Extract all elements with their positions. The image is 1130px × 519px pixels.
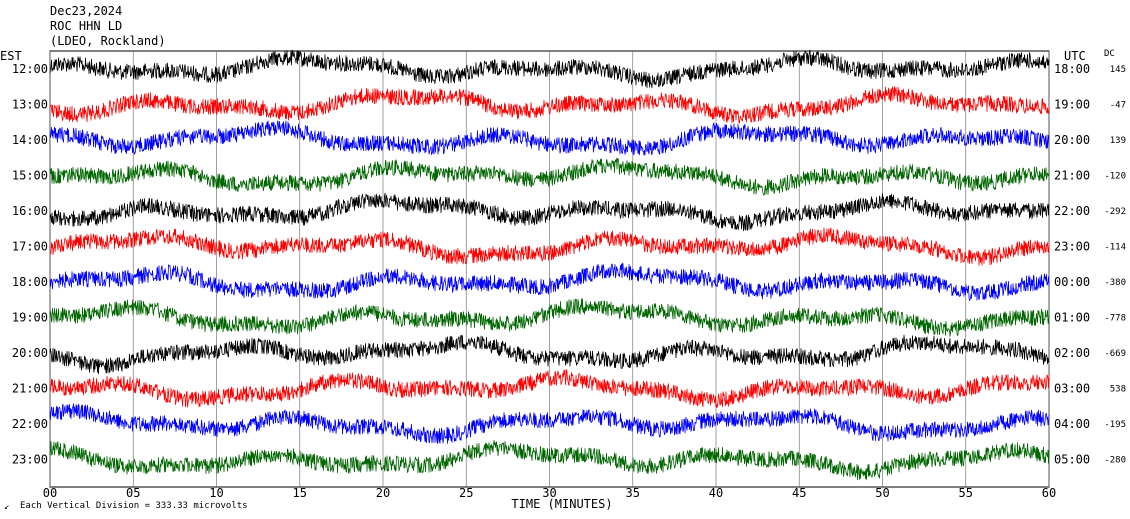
x-tick-label: 35 <box>626 486 640 500</box>
x-tick-label: 30 <box>542 486 556 500</box>
seismic-trace <box>49 157 1050 196</box>
seismic-trace <box>49 262 1050 301</box>
x-tick-label: 00 <box>43 486 57 500</box>
dc-value: -120 <box>1104 172 1126 182</box>
seismic-trace <box>49 369 1050 408</box>
dc-value: -47 <box>1110 101 1126 111</box>
x-tick-label: 60 <box>1042 486 1056 500</box>
est-time-label: 23:00 <box>12 453 48 467</box>
x-tick-label: 20 <box>376 486 390 500</box>
utc-time-label: 03:00 <box>1054 382 1090 396</box>
seismic-trace <box>49 298 1050 337</box>
seismic-trace <box>49 86 1050 124</box>
seismic-trace <box>49 120 1050 156</box>
seismic-trace <box>49 192 1050 232</box>
dc-value: -292 <box>1104 207 1126 217</box>
est-time-label: 18:00 <box>12 275 48 289</box>
x-tick-label: 05 <box>126 486 140 500</box>
utc-time-label: 00:00 <box>1054 275 1090 289</box>
traces <box>49 49 1050 481</box>
est-time-label: 19:00 <box>12 311 48 325</box>
seismic-trace <box>49 334 1050 375</box>
est-time-label: 15:00 <box>12 169 48 183</box>
mark-glyph: ↙ <box>4 502 9 512</box>
network-label: (LDEO, Rockland) <box>50 34 166 48</box>
utc-time-label: 21:00 <box>1054 169 1090 183</box>
x-tick-label: 50 <box>875 486 889 500</box>
dc-value: -114 <box>1104 243 1126 253</box>
utc-time-label: 19:00 <box>1054 98 1090 112</box>
seismic-trace <box>49 227 1050 266</box>
x-tick-label: 10 <box>209 486 223 500</box>
utc-header: UTC <box>1064 49 1086 63</box>
x-tick-label: 45 <box>792 486 806 500</box>
x-tick-label: 25 <box>459 486 473 500</box>
x-tick-label: 40 <box>709 486 723 500</box>
dc-header: DC <box>1104 49 1115 59</box>
utc-time-label: 02:00 <box>1054 346 1090 360</box>
dc-value: -380 <box>1104 278 1126 288</box>
dc-value: 538 <box>1110 385 1126 395</box>
est-time-label: 16:00 <box>12 204 48 218</box>
utc-time-label: 22:00 <box>1054 204 1090 218</box>
utc-time-label: 23:00 <box>1054 240 1090 254</box>
seismic-trace <box>49 439 1050 481</box>
x-tick-label: 55 <box>959 486 973 500</box>
est-time-label: 14:00 <box>12 133 48 147</box>
dc-value: 145 <box>1110 65 1126 75</box>
dc-values: 145 -47 139 -120 -292 -114 -380 -778 -669 538 -195… <box>1104 65 1126 466</box>
utc-time-label: 05:00 <box>1054 453 1090 467</box>
dc-value: -195 <box>1104 420 1126 430</box>
utc-time-labels: 18:00 19:00 20:00 21:00 22:00 23:00 00:00 01:00… <box>1054 62 1090 467</box>
est-time-label: 17:00 <box>12 240 48 254</box>
station-label: ROC HHN LD <box>50 19 122 33</box>
seismic-trace <box>49 403 1050 445</box>
dc-value: -280 <box>1104 456 1126 466</box>
est-time-label: 20:00 <box>12 346 48 360</box>
est-time-label: 13:00 <box>12 98 48 112</box>
utc-time-label: 01:00 <box>1054 311 1090 325</box>
grid <box>49 50 1050 488</box>
utc-time-label: 18:00 <box>1054 62 1090 76</box>
est-header: EST <box>0 49 22 63</box>
x-tick-label: 15 <box>293 486 307 500</box>
x-tick-labels: 00 05 10 15 20 25 30 35 40 45 50 55 60 <box>43 486 1056 500</box>
dc-value: -669 <box>1104 349 1126 359</box>
date-label: Dec23,2024 <box>50 4 122 18</box>
est-time-label: 12:00 <box>12 62 48 76</box>
est-time-label: 22:00 <box>12 417 48 431</box>
utc-time-label: 20:00 <box>1054 133 1090 147</box>
est-time-labels: 12:00 13:00 14:00 15:00 16:00 17:00 18:00 19:00… <box>12 62 48 467</box>
x-axis-title: TIME (MINUTES) <box>511 497 612 511</box>
seismic-trace <box>49 49 1050 89</box>
dc-value: 139 <box>1110 136 1126 146</box>
dc-value: -778 <box>1104 314 1126 324</box>
est-time-label: 21:00 <box>12 382 48 396</box>
scale-note: Each Vertical Division = 333.33 microvol… <box>20 501 248 511</box>
utc-time-label: 04:00 <box>1054 417 1090 431</box>
